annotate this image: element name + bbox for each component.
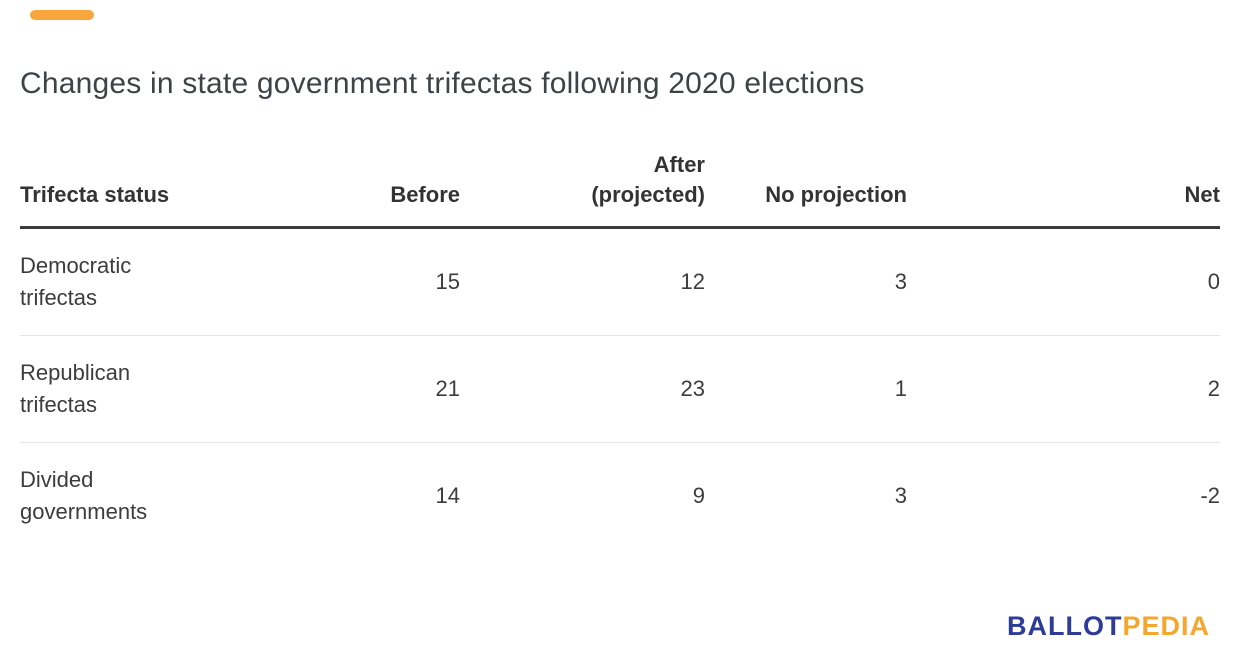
header-row: Trifecta status Before After (projected)…	[20, 150, 1220, 229]
trifecta-table: Trifecta status Before After (projected)…	[20, 150, 1220, 549]
cell-after-projected: 12	[460, 227, 705, 336]
cell-net: 2	[907, 335, 1220, 443]
column-header-net: Net	[907, 150, 1220, 229]
row-label-cell: Divided governments	[20, 443, 300, 550]
cell-after-projected: 9	[692, 483, 705, 508]
table-row: Republican trifectas 21 23 1 2	[20, 335, 1220, 443]
cell-after-projected: 23	[460, 335, 705, 443]
logo-pedia-text: PEDIA	[1122, 611, 1210, 641]
column-header-before: Before	[300, 150, 460, 229]
ballotpedia-logo: BALLOTPEDIA	[1007, 611, 1210, 642]
row-label-cell: Democratic trifectas	[20, 227, 300, 336]
row-label: Republican trifectas	[20, 360, 131, 417]
row-label-cell: Republican trifectas	[20, 335, 300, 443]
cell-before: 15	[300, 227, 460, 336]
cell-net: -2	[1200, 483, 1220, 508]
row-label: Democratic trifectas	[20, 253, 132, 310]
cell-net: 0	[907, 227, 1220, 336]
cell-before: 14	[435, 483, 460, 508]
cell-no-projection: 3	[894, 483, 907, 508]
column-header-after-projected: After (projected)	[460, 150, 705, 229]
column-header-after-projected-label: After (projected)	[591, 152, 705, 207]
cell-no-projection: 1	[705, 335, 907, 443]
table-row: Divided governments 14 9 3 -2	[20, 443, 1220, 550]
table-row: Democratic trifectas 15 12 3 0	[20, 227, 1220, 336]
column-header-no-projection: No projection	[705, 150, 907, 229]
row-label: Divided governments	[20, 467, 148, 524]
logo-ballot-text: BALLOT	[1006, 611, 1123, 641]
accent-bar	[30, 10, 94, 20]
cell-no-projection: 3	[705, 227, 907, 336]
column-header-trifecta-status: Trifecta status	[20, 150, 300, 229]
chart-title: Changes in state government trifectas fo…	[20, 67, 865, 100]
cell-before: 21	[300, 335, 460, 443]
